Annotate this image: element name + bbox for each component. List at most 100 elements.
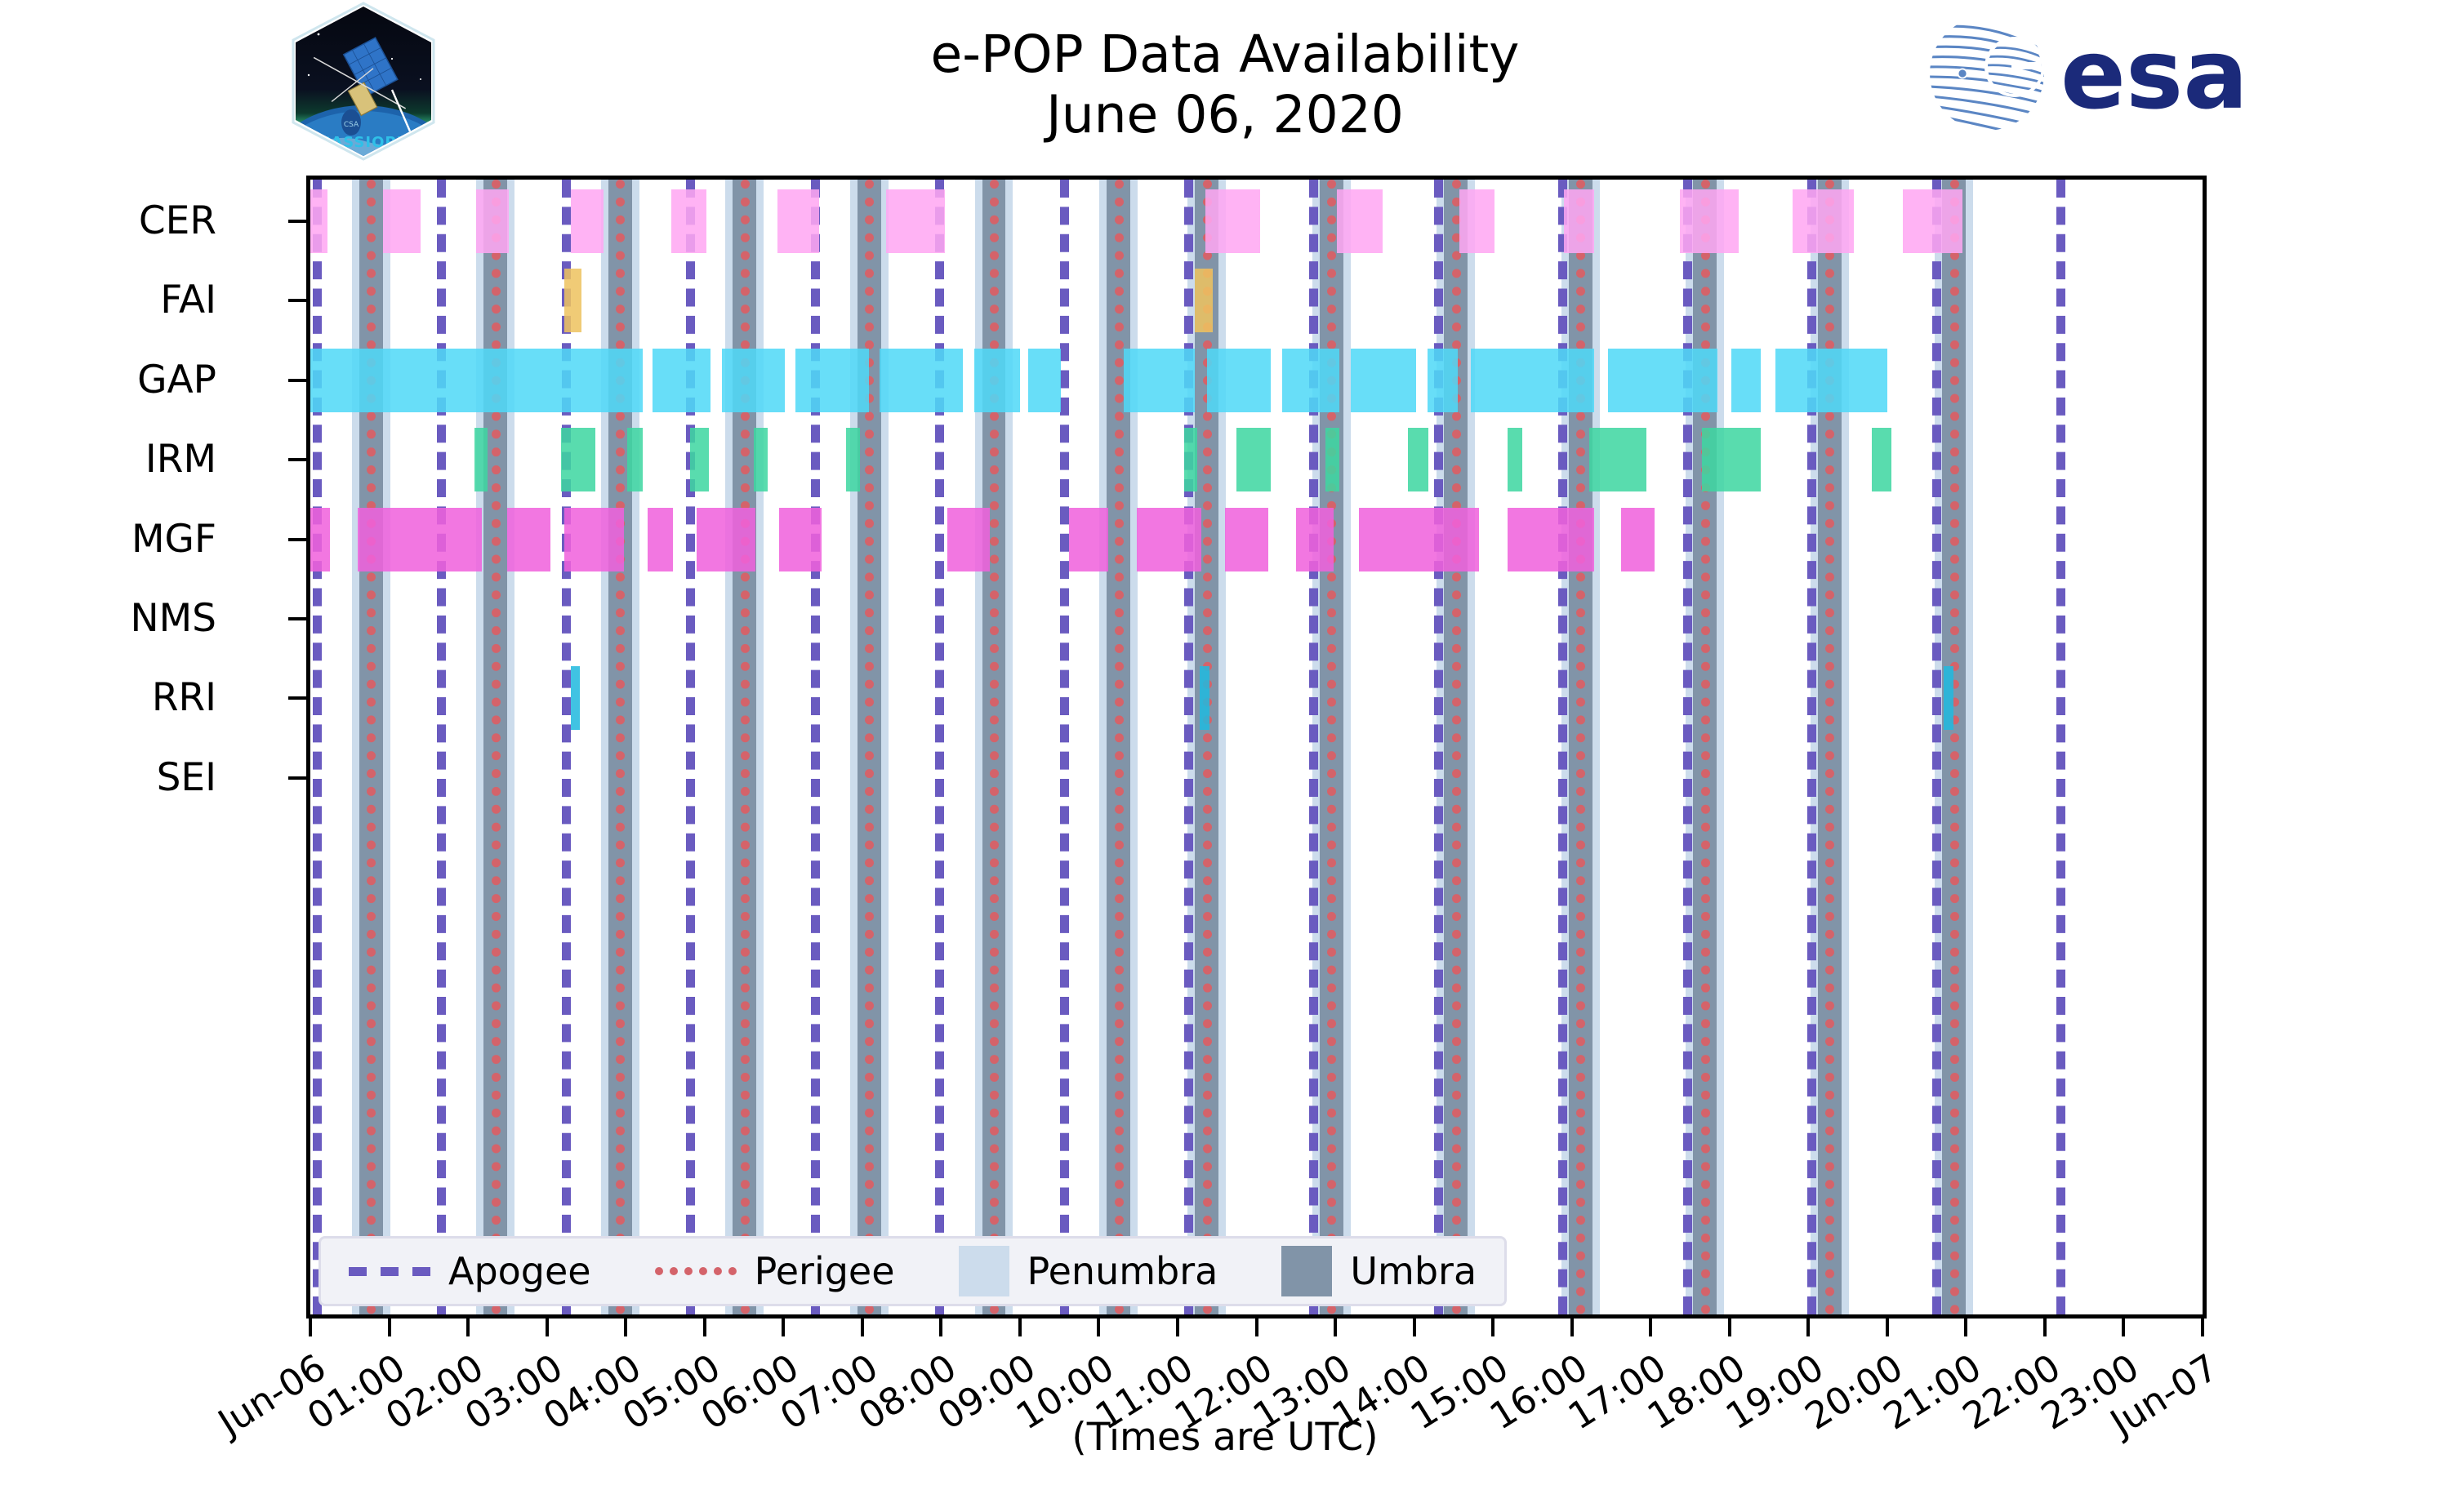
availability-bar-mgf	[1295, 507, 1334, 571]
availability-bar-rri	[1944, 666, 1953, 731]
title-line-1: e-POP Data Availability	[930, 24, 1520, 84]
y-axis-label-fai: FAI	[160, 278, 216, 323]
legend-line-glyph	[349, 1266, 430, 1276]
perigee-line	[367, 180, 376, 1314]
availability-bar-gap	[1471, 348, 1594, 412]
x-axis-tick	[1175, 1319, 1179, 1336]
legend-label: Umbra	[1350, 1249, 1477, 1293]
apogee-line	[437, 180, 447, 1314]
y-axis-label-nms: NMS	[130, 596, 216, 641]
availability-bar-irm	[627, 428, 644, 492]
y-axis-tick	[288, 220, 306, 223]
y-axis-label-irm: IRM	[145, 437, 216, 483]
x-axis-tick	[860, 1319, 864, 1336]
availability-bar-mgf	[1507, 507, 1594, 571]
esa-logo-icon: esa	[1923, 13, 2291, 136]
availability-bar-cer	[382, 189, 421, 253]
y-axis-label-mgf: MGF	[131, 516, 216, 562]
x-axis-tick	[782, 1319, 786, 1336]
legend-item-apogee: Apogee	[349, 1249, 591, 1293]
availability-bar-cer	[1564, 189, 1594, 253]
availability-bar-cer	[310, 189, 328, 253]
x-axis-tick	[387, 1319, 391, 1336]
y-axis-tick	[288, 537, 306, 541]
availability-bar-gap	[1427, 348, 1458, 412]
availability-bar-cer	[885, 189, 946, 253]
legend-line-glyph	[654, 1267, 737, 1275]
availability-bar-gap	[1608, 348, 1718, 412]
apogee-line	[1059, 180, 1069, 1314]
x-axis-tick	[1806, 1319, 1811, 1336]
svg-text:CSA: CSA	[344, 121, 359, 129]
availability-bar-mgf	[357, 507, 483, 571]
perigee-line	[616, 180, 626, 1314]
availability-bar-cer	[777, 189, 819, 253]
x-axis-tick	[1412, 1319, 1416, 1336]
x-axis-tick	[1727, 1319, 1731, 1336]
availability-bar-irm	[1325, 428, 1339, 492]
perigee-line	[491, 180, 501, 1314]
y-axis-label-gap: GAP	[137, 357, 216, 402]
availability-bar-mgf	[1068, 507, 1108, 571]
y-axis-tick	[288, 378, 306, 382]
perigee-line	[1700, 180, 1710, 1314]
x-axis-tick	[2122, 1319, 2126, 1336]
legend-item-perigee: Perigee	[654, 1249, 895, 1293]
y-axis-tick	[288, 299, 306, 303]
availability-bar-cer	[1792, 189, 1855, 253]
legend-item-umbra: Umbra	[1281, 1246, 1477, 1296]
availability-bar-mgf	[1136, 507, 1201, 571]
y-axis-tick	[288, 696, 306, 700]
apogee-line	[686, 180, 696, 1314]
timeline-plot-area	[306, 176, 2207, 1319]
y-axis-tick	[288, 458, 306, 462]
availability-bar-gap	[1775, 348, 1887, 412]
x-axis-tick	[2201, 1319, 2204, 1336]
availability-bar-cer	[475, 189, 510, 253]
chart-legend: Apogee Perigee Penumbra Umbra	[318, 1236, 1508, 1306]
x-axis-tick	[1649, 1319, 1653, 1336]
perigee-line	[1202, 180, 1212, 1314]
apogee-line	[1682, 180, 1692, 1314]
availability-bar-cer	[1903, 189, 1962, 253]
availability-bar-irm	[1871, 428, 1891, 492]
availability-bar-cer	[1679, 189, 1740, 253]
availability-bar-irm	[1236, 428, 1271, 492]
availability-bar-cer	[1205, 189, 1261, 253]
page-title: e-POP Data Availability June 06, 2020	[0, 24, 2450, 146]
apogee-line	[1558, 180, 1568, 1314]
apogee-line	[2056, 180, 2066, 1314]
availability-bar-fai	[1195, 269, 1214, 333]
legend-line-perigee	[654, 1255, 737, 1287]
legend-line-apogee	[349, 1255, 430, 1287]
availability-bar-mgf	[648, 507, 674, 571]
legend-swatch-umbra	[1281, 1246, 1333, 1296]
y-axis-label-sei: SEI	[156, 754, 216, 800]
perigee-line	[1451, 180, 1461, 1314]
x-axis-tick	[2042, 1319, 2047, 1336]
legend-label: Penumbra	[1027, 1249, 1218, 1293]
x-axis-caption: (Times are UTC)	[1071, 1415, 1379, 1460]
x-axis-tick	[545, 1319, 549, 1336]
availability-bar-gap	[1206, 348, 1271, 412]
availability-bar-cer	[671, 189, 706, 253]
esa-wordmark: esa	[2060, 18, 2248, 131]
perigee-line	[1327, 180, 1337, 1314]
availability-bar-irm	[474, 428, 488, 492]
availability-bar-rri	[570, 666, 581, 731]
availability-bar-mgf	[1620, 507, 1655, 571]
availability-bar-irm	[690, 428, 709, 492]
x-axis-tick	[309, 1319, 312, 1336]
perigee-line	[1825, 180, 1835, 1314]
y-axis-tick	[288, 617, 306, 620]
availability-bar-cer	[1336, 189, 1383, 253]
x-axis-tick	[1018, 1319, 1022, 1336]
availability-bar-gap	[1282, 348, 1339, 412]
apogee-line	[1931, 180, 1941, 1314]
perigee-line	[1114, 180, 1124, 1314]
legend-label: Perigee	[754, 1249, 895, 1293]
perigee-line	[1576, 180, 1586, 1314]
y-axis-label-cer: CER	[138, 198, 216, 243]
availability-bar-gap	[1351, 348, 1416, 412]
perigee-line	[740, 180, 750, 1314]
